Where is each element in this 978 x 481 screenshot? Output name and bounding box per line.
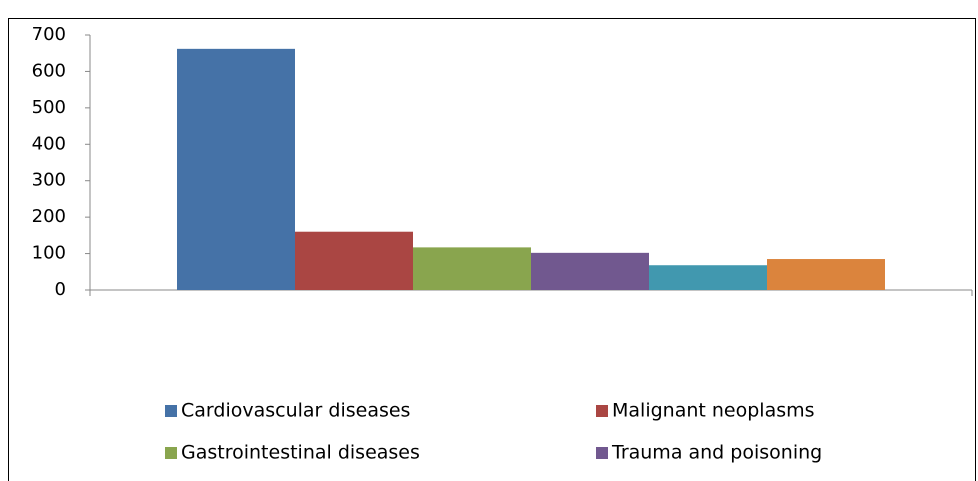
legend-label: Trauma and poisoning	[611, 442, 822, 464]
y-tick-label: 100	[32, 243, 66, 264]
legend-label: Malignant neoplasms	[612, 400, 815, 422]
bar	[531, 252, 649, 290]
legend-swatch	[596, 405, 608, 417]
bar	[295, 231, 413, 290]
bar	[649, 265, 767, 290]
bar	[413, 247, 531, 290]
legend-label: Gastrointestinal diseases	[181, 442, 420, 464]
legend-swatch	[165, 447, 177, 459]
y-tick-label: 600	[32, 60, 66, 81]
y-tick-label: 200	[32, 206, 66, 227]
legend-swatch	[596, 447, 608, 459]
bar	[177, 48, 295, 290]
y-tick-label: 400	[32, 133, 66, 154]
y-tick-label: 300	[32, 170, 66, 191]
chart-border	[8, 18, 976, 481]
bar	[767, 259, 885, 290]
y-tick-label: 500	[32, 97, 66, 118]
y-tick-label: 0	[55, 279, 66, 300]
legend-label: Cardiovascular diseases	[181, 400, 410, 422]
legend-swatch	[165, 405, 177, 417]
y-tick-label: 700	[32, 24, 66, 45]
